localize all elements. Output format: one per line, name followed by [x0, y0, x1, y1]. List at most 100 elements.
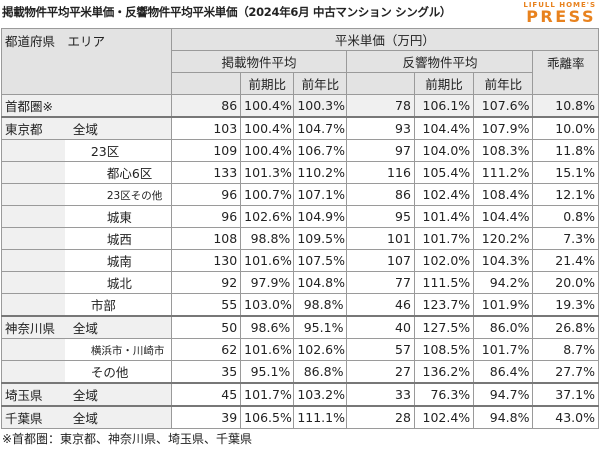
header-blank	[170, 72, 242, 95]
listed-prev-year-cell: 107.1%	[293, 183, 348, 206]
inquired-price-cell: 95	[346, 205, 415, 228]
prefecture-cell: 神奈川県	[0, 315, 65, 339]
inquired-price-cell: 97	[346, 139, 415, 162]
listed-prev-period-cell: 101.3%	[240, 161, 295, 184]
area-label: 城東	[106, 210, 132, 225]
inquired-price-cell: 78	[346, 94, 415, 118]
prefecture-cell	[0, 161, 65, 184]
inquired-price-cell: 33	[346, 382, 415, 407]
area-cell: 23区その他	[64, 183, 172, 206]
area-cell: 城南	[64, 249, 172, 272]
inquired-price-cell: 28	[346, 405, 415, 429]
header-listed: 掲載物件平均	[170, 50, 348, 73]
area-cell: 全域	[64, 382, 172, 407]
inquired-prev-period-cell: 123.7%	[413, 293, 475, 317]
inquired-prev-year-cell: 94.8%	[473, 405, 534, 429]
inquired-prev-year-cell: 107.6%	[473, 94, 534, 118]
header-inquired: 反響物件平均	[346, 50, 534, 73]
gap-rate-cell: 10.0%	[532, 116, 599, 140]
table-title: 掲載物件平均平米単価・反響物件平均平米単価（2024年6月 中古マンション シン…	[2, 5, 452, 19]
inquired-prev-period-cell: 102.4%	[413, 405, 475, 429]
gap-rate-cell: 11.8%	[532, 139, 599, 162]
inquired-prev-period-cell: 111.5%	[413, 271, 475, 294]
listed-prev-period-cell: 95.1%	[240, 360, 295, 384]
listed-prev-year-cell: 109.5%	[293, 227, 348, 250]
header-unit-price: 平米単価（万円）	[170, 28, 600, 51]
listed-prev-year-cell: 100.3%	[293, 94, 348, 118]
area-cell: 城東	[64, 205, 172, 228]
prefecture-cell	[0, 205, 65, 228]
header-inquired-prev-period: 前期比	[413, 72, 475, 95]
listed-price-cell: 62	[170, 338, 242, 361]
listed-prev-period-cell: 100.4%	[240, 139, 295, 162]
listed-prev-period-cell: 106.5%	[240, 405, 295, 429]
area-cell: 市部	[64, 293, 172, 317]
gap-rate-cell: 12.1%	[532, 183, 599, 206]
area-label: 23区その他	[106, 189, 163, 202]
area-label: 城西	[106, 232, 132, 247]
table-row: 城北 92 97.9% 104.8% 77 111.5% 94.2% 20.0%	[0, 271, 599, 294]
gap-rate-cell: 37.1%	[532, 382, 599, 407]
inquired-prev-year-cell: 94.2%	[473, 271, 534, 294]
table-row: 23区その他 96 100.7% 107.1% 86 102.4% 108.4% 12.1%	[0, 183, 599, 206]
prefecture-cell	[0, 338, 65, 361]
listed-prev-year-cell: 104.7%	[293, 116, 348, 140]
inquired-prev-period-cell: 76.3%	[413, 382, 475, 407]
area-cell: 全域	[64, 405, 172, 429]
listed-prev-year-cell: 86.8%	[293, 360, 348, 384]
listed-prev-year-cell: 111.1%	[293, 405, 348, 429]
listed-prev-period-cell: 100.4%	[240, 94, 295, 118]
header-inquired-prev-year: 前年比	[473, 72, 534, 95]
table-body: 首都圏※ 86 100.4% 100.3% 78 106.1% 107.6% 10.8% 東京都…	[0, 94, 599, 429]
header-listed-prev-period: 前期比	[240, 72, 295, 95]
table-row: 埼玉県 全域 45 101.7% 103.2% 33 76.3% 94.7% 37.1%	[0, 382, 599, 407]
area-cell: 全域	[64, 315, 172, 339]
area-cell: 23区	[64, 139, 172, 162]
inquired-price-cell: 27	[346, 360, 415, 384]
table-row: 横浜市・川崎市 62 101.6% 102.6% 57 108.5% 101.7% 8.7%	[0, 338, 599, 361]
inquired-prev-period-cell: 104.4%	[413, 116, 475, 140]
inquired-prev-year-cell: 101.7%	[473, 338, 534, 361]
inquired-prev-period-cell: 102.0%	[413, 249, 475, 272]
listed-prev-year-cell: 110.2%	[293, 161, 348, 184]
inquired-prev-period-cell: 101.4%	[413, 205, 475, 228]
listed-prev-period-cell: 98.6%	[240, 315, 295, 339]
inquired-prev-year-cell: 104.3%	[473, 249, 534, 272]
listed-prev-year-cell: 102.6%	[293, 338, 348, 361]
inquired-prev-period-cell: 104.0%	[413, 139, 475, 162]
inquired-prev-period-cell: 106.1%	[413, 94, 475, 118]
gap-rate-cell: 20.0%	[532, 271, 599, 294]
header-region: 都道府県 エリア	[1, 28, 172, 95]
header-gap: 乖離率	[532, 50, 599, 95]
inquired-price-cell: 107	[346, 249, 415, 272]
listed-prev-year-cell: 104.9%	[293, 205, 348, 228]
table-row: 千葉県 全域 39 106.5% 111.1% 28 102.4% 94.8% 43.0%	[0, 405, 599, 429]
inquired-price-cell: 86	[346, 183, 415, 206]
table-row: 都心6区 133 101.3% 110.2% 116 105.4% 111.2% 15.1%	[0, 161, 599, 184]
listed-price-cell: 133	[170, 161, 242, 184]
gap-rate-cell: 26.8%	[532, 315, 599, 339]
gap-rate-cell: 8.7%	[532, 338, 599, 361]
area-label: 全域	[72, 321, 98, 336]
inquired-prev-year-cell: 107.9%	[473, 116, 534, 140]
inquired-prev-period-cell: 105.4%	[413, 161, 475, 184]
listed-price-cell: 55	[170, 293, 242, 317]
table-row: 東京都 全域 103 100.4% 104.7% 93 104.4% 107.9% 10.0%	[0, 116, 599, 140]
listed-price-cell: 96	[170, 183, 242, 206]
inquired-prev-period-cell: 102.4%	[413, 183, 475, 206]
inquired-price-cell: 46	[346, 293, 415, 317]
area-cell: 横浜市・川崎市	[64, 338, 172, 361]
area-label: 城北	[106, 276, 132, 291]
logo-big-text: PRESS	[526, 7, 596, 26]
area-cell: 城西	[64, 227, 172, 250]
prefecture-cell	[0, 249, 65, 272]
listed-prev-year-cell: 106.7%	[293, 139, 348, 162]
listed-prev-period-cell: 101.6%	[240, 249, 295, 272]
area-label: その他	[90, 365, 129, 380]
prefecture-cell	[0, 271, 65, 294]
table-row: 市部 55 103.0% 98.8% 46 123.7% 101.9% 19.3%	[0, 293, 599, 317]
inquired-prev-period-cell: 101.7%	[413, 227, 475, 250]
listed-price-cell: 103	[170, 116, 242, 140]
area-cell: 全域	[64, 116, 172, 140]
header-blank	[346, 72, 415, 95]
